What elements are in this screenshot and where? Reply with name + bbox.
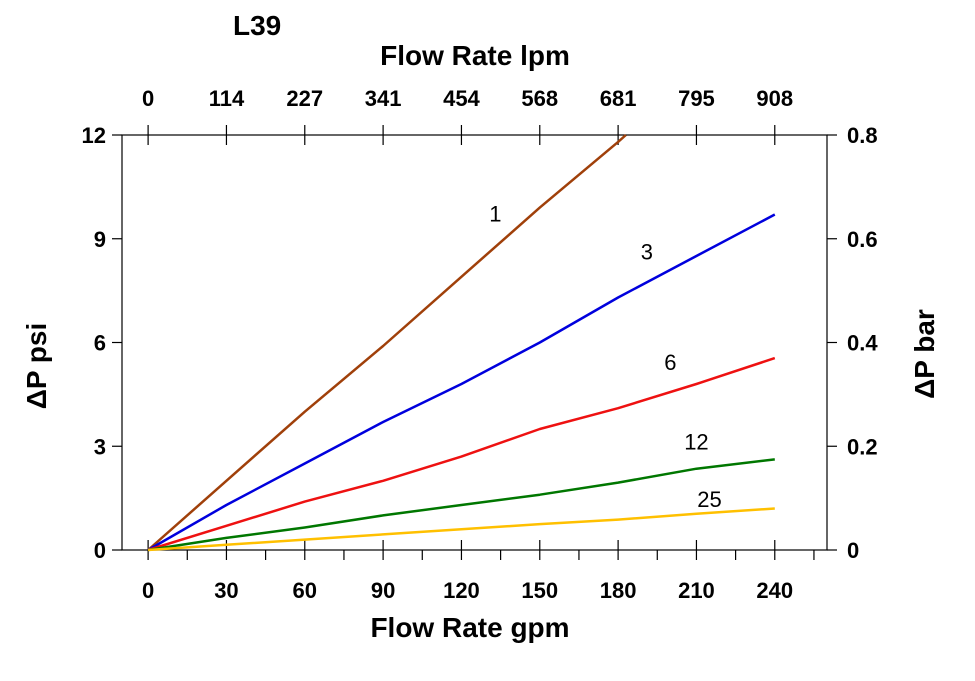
chart-title: L39 <box>233 10 281 41</box>
x-tick-label: 60 <box>293 578 317 603</box>
y-tick-label: 0 <box>94 538 106 563</box>
x2-tick-label: 227 <box>286 86 323 111</box>
x2-tick-label: 795 <box>678 86 715 111</box>
y2-tick-label: 0.2 <box>847 434 878 459</box>
x-axis-title: Flow Rate gpm <box>370 612 569 643</box>
x-tick-label: 30 <box>214 578 238 603</box>
series-line-12 <box>147 458 775 552</box>
y-tick-label: 12 <box>82 123 106 148</box>
y2-tick-label: 0.6 <box>847 227 878 252</box>
series-label-12: 12 <box>684 430 708 455</box>
x-tick-label: 0 <box>142 578 154 603</box>
series-label-6: 6 <box>664 350 676 375</box>
x-tick-label: 240 <box>756 578 793 603</box>
series-lines <box>147 134 776 552</box>
y2-tick-label: 0 <box>847 538 859 563</box>
x2-tick-label: 341 <box>365 86 402 111</box>
y-tick-label: 6 <box>94 331 106 356</box>
x-tick-label: 210 <box>678 578 715 603</box>
x-tick-label: 150 <box>521 578 558 603</box>
series-line-6 <box>147 356 776 552</box>
series-line-1 <box>147 134 627 551</box>
y2-axis-title: ΔP bar <box>909 309 940 399</box>
x2-tick-label: 114 <box>209 86 245 111</box>
x2-tick-label: 0 <box>142 86 154 111</box>
series-label-1: 1 <box>489 201 501 226</box>
x2-tick-label: 908 <box>756 86 793 111</box>
x-tick-label: 90 <box>371 578 395 603</box>
series-label-25: 25 <box>697 487 721 512</box>
series-line-3 <box>147 213 776 552</box>
y-axis-title: ΔP psi <box>21 323 52 410</box>
y-tick-label: 9 <box>94 227 106 252</box>
y-tick-label: 3 <box>94 434 106 459</box>
series-line-25 <box>148 507 775 552</box>
x-tick-label: 120 <box>443 578 480 603</box>
x2-axis-title: Flow Rate lpm <box>380 40 570 71</box>
x2-tick-label: 454 <box>443 86 480 111</box>
x2-tick-label: 681 <box>600 86 637 111</box>
series-label-3: 3 <box>641 240 653 265</box>
y2-tick-label: 0.8 <box>847 123 878 148</box>
x-tick-label: 180 <box>600 578 637 603</box>
series-labels: 1 3 6 12 25 <box>489 201 721 511</box>
y2-tick-label: 0.4 <box>847 331 878 356</box>
x2-tick-label: 568 <box>521 86 558 111</box>
